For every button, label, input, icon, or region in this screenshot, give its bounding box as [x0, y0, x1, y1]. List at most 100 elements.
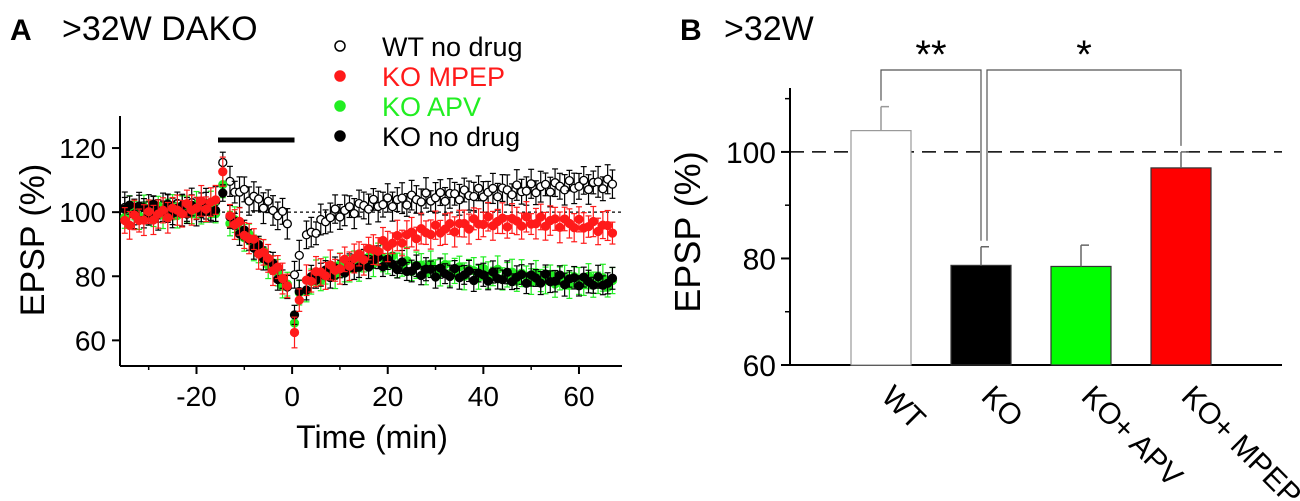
data-point: [392, 230, 402, 241]
data-point: [559, 185, 570, 195]
data-point: [139, 215, 149, 225]
legend-label: KO no drug: [382, 122, 520, 152]
significance-bracket: *: [986, 33, 1182, 241]
panel-a-ytick-label: 80: [75, 261, 106, 292]
bar-ko-apv: [1050, 265, 1112, 366]
data-point: [526, 179, 536, 189]
data-point: [273, 262, 283, 272]
data-point: [225, 211, 235, 221]
data-point: [502, 267, 512, 277]
significance-label: *: [1076, 33, 1092, 77]
data-point: [564, 175, 575, 186]
data-point: [531, 188, 541, 198]
data-point: [588, 216, 598, 227]
panel-b-ytick-label: 100: [726, 137, 776, 170]
data-point: [483, 276, 493, 286]
data-point: [191, 203, 202, 213]
data-point: [311, 228, 321, 238]
data-point: [545, 187, 555, 197]
data-point: [282, 219, 292, 229]
data-point: [218, 167, 228, 177]
data-point: [464, 224, 474, 234]
data-point: [354, 249, 364, 259]
data-point: [258, 247, 269, 257]
data-point: [603, 220, 613, 231]
data-point: [277, 206, 288, 216]
data-point: [289, 270, 300, 280]
legend-marker: [334, 40, 346, 52]
panel-a-xtick-label: 20: [372, 381, 403, 412]
panel-letter-a: A: [10, 14, 32, 47]
legend-label: KO APV: [382, 92, 481, 122]
data-point: [294, 295, 304, 305]
legend-marker: [334, 100, 346, 112]
data-point: [435, 187, 445, 198]
data-point: [320, 271, 331, 281]
data-point: [378, 199, 388, 210]
data-point: [536, 212, 546, 222]
data-point: [344, 202, 355, 212]
category-label: KO+ APV: [1075, 380, 1189, 494]
panel-a-ylabel: EPSP (%): [14, 164, 52, 316]
data-point: [493, 192, 503, 202]
data-point: [497, 274, 508, 285]
category-label: KO+ MPEP: [1175, 380, 1300, 501]
data-point: [488, 267, 498, 277]
data-point: [234, 216, 245, 227]
legend-label: WT no drug: [382, 32, 523, 62]
data-point: [277, 273, 288, 284]
panel-a-xtick-label: 0: [284, 381, 300, 412]
panel-a-data: [120, 151, 618, 349]
data-point: [540, 269, 551, 279]
data-point: [397, 193, 407, 203]
significance-bracket: **: [880, 33, 982, 241]
data-point: [516, 221, 527, 231]
data-point: [426, 229, 436, 240]
data-point: [383, 193, 393, 203]
data-point: [445, 218, 455, 229]
data-point: [540, 179, 551, 190]
panel-a-xlabel: Time (min): [296, 419, 448, 455]
panel-a-axes: 60 80 100 120 -20 0 20 40 60: [59, 116, 622, 412]
data-point: [473, 183, 484, 193]
data-point: [289, 327, 300, 338]
data-point: [416, 270, 426, 281]
data-point: [378, 235, 388, 246]
panel-letter-b: B: [680, 14, 702, 47]
data-point: [483, 212, 493, 222]
data-point: [325, 212, 336, 223]
data-point: [426, 264, 436, 274]
data-point: [478, 219, 489, 230]
data-point: [177, 209, 187, 219]
data-point: [555, 222, 565, 233]
bracket-line: [986, 69, 1182, 241]
data-point: [607, 273, 618, 283]
data-point: [574, 181, 584, 191]
data-point: [440, 196, 450, 206]
data-point: [502, 222, 512, 232]
data-point: [397, 238, 407, 248]
category-label: KO: [975, 380, 1029, 434]
legend-marker: [334, 70, 346, 82]
data-point: [416, 197, 426, 207]
panel-a-xtick-label: 40: [468, 381, 499, 412]
data-point: [218, 188, 228, 198]
data-point: [469, 191, 479, 202]
bracket-line: [880, 69, 982, 241]
data-point: [402, 200, 412, 210]
data-point: [263, 196, 273, 206]
data-point: [550, 276, 560, 286]
data-point: [306, 276, 316, 287]
data-point: [593, 177, 603, 187]
data-point: [450, 227, 460, 237]
data-point: [569, 223, 579, 233]
legend-marker: [334, 130, 346, 142]
data-point: [579, 175, 589, 186]
data-point: [335, 212, 345, 222]
panel-a-ytick-label: 60: [75, 325, 106, 356]
data-point: [201, 204, 211, 214]
bar-ko: [950, 264, 1012, 366]
bar-ko-mpep: [1150, 167, 1212, 366]
data-point: [182, 198, 192, 209]
